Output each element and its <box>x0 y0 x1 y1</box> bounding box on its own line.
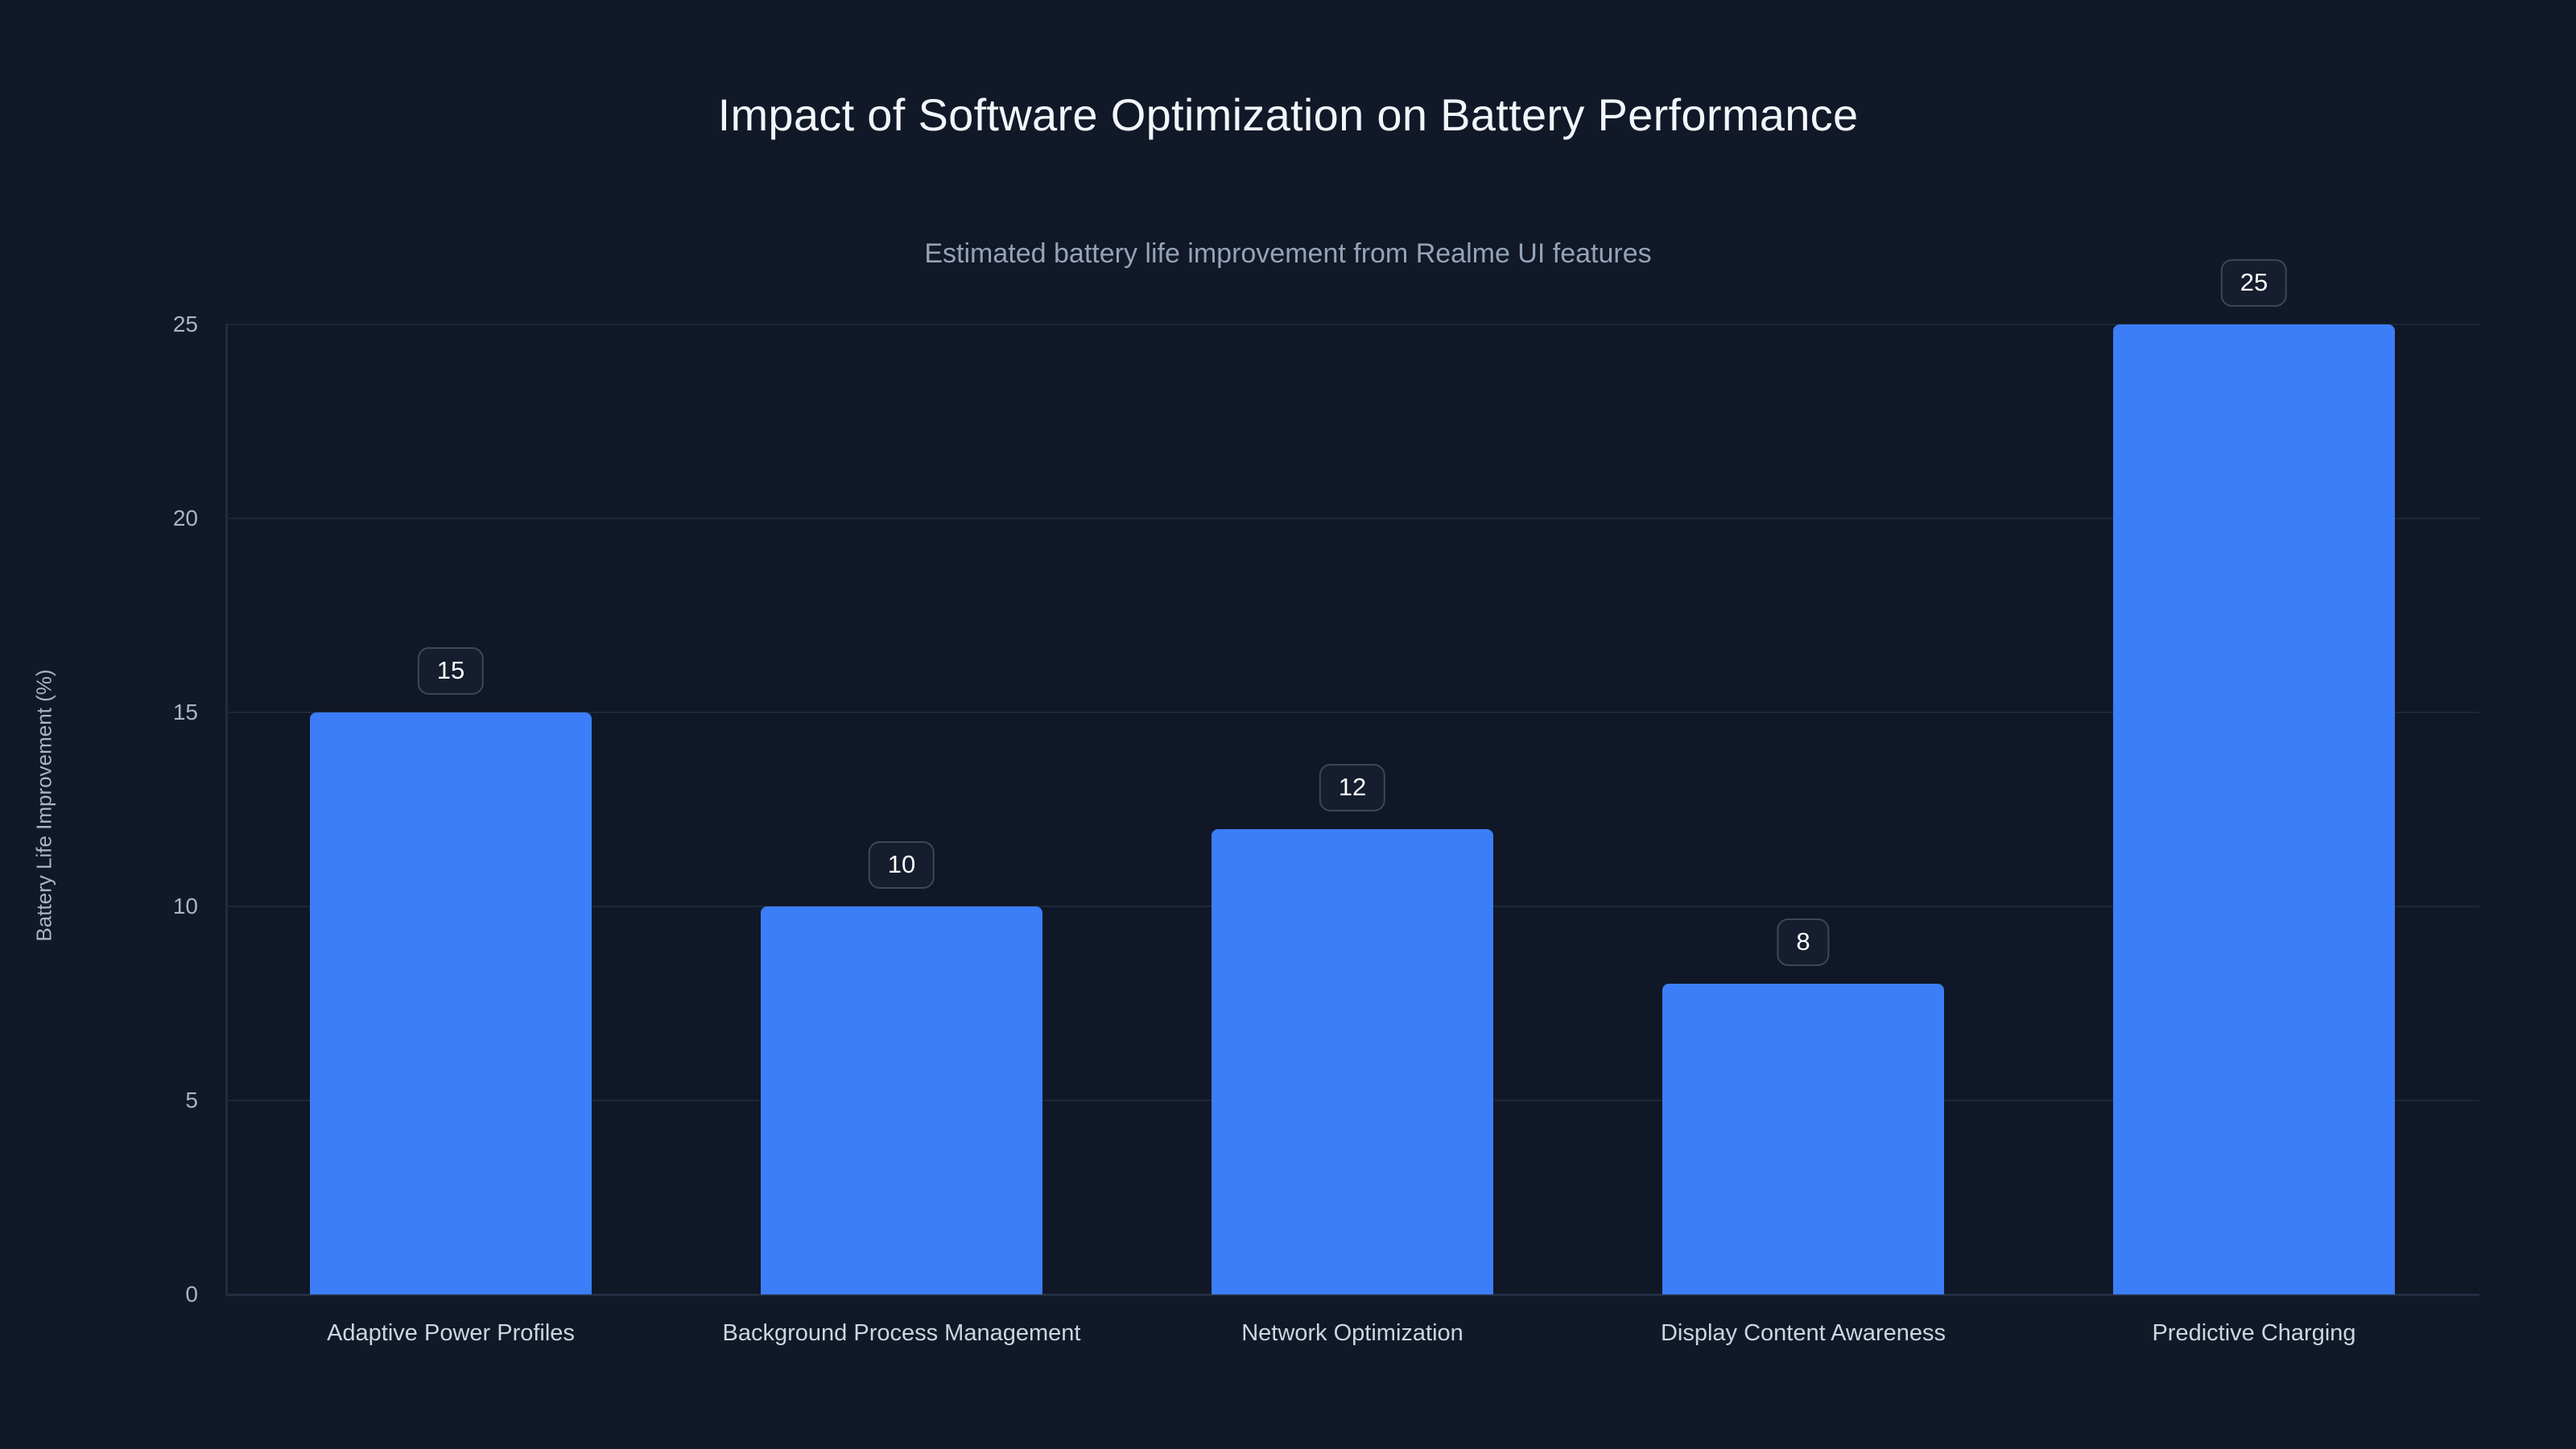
bar-value-label: 12 <box>1319 763 1386 811</box>
gridline <box>225 324 2479 325</box>
x-axis-tick-label: Predictive Charging <box>2152 1320 2356 1346</box>
x-axis-tick-label: Background Process Management <box>722 1320 1081 1346</box>
bar[interactable] <box>761 906 1042 1294</box>
bar-value-label: 15 <box>417 647 485 695</box>
bar[interactable] <box>2113 324 2395 1294</box>
y-axis-tick-label: 15 <box>172 700 198 724</box>
y-axis-tick-label: 10 <box>172 894 198 919</box>
y-axis-tick-label: 25 <box>172 312 198 336</box>
y-axis-title: Battery Life Improvement (%) <box>31 669 56 942</box>
chart-title: Impact of Software Optimization on Batte… <box>717 89 1859 140</box>
gridline <box>225 518 2479 519</box>
bar-value-label: 8 <box>1777 919 1830 967</box>
x-axis-tick-label: Adaptive Power Profiles <box>327 1320 575 1346</box>
x-axis-tick-label: Network Optimization <box>1241 1320 1463 1346</box>
gridline <box>225 1294 2479 1296</box>
y-axis-tick-label: 0 <box>185 1282 198 1307</box>
gridline <box>225 712 2479 713</box>
bar[interactable] <box>310 712 592 1294</box>
bar-value-label: 10 <box>868 841 935 889</box>
bar[interactable] <box>1662 984 1944 1294</box>
y-axis-tick-label: 20 <box>172 506 198 530</box>
y-axis-tick-label: 5 <box>185 1088 198 1113</box>
bar-value-label: 25 <box>2220 259 2288 307</box>
bar[interactable] <box>1212 828 1493 1294</box>
chart-subtitle: Estimated battery life improvement from … <box>924 238 1652 269</box>
x-axis-tick-label: Display Content Awareness <box>1660 1320 1946 1346</box>
y-axis-line <box>225 324 228 1296</box>
